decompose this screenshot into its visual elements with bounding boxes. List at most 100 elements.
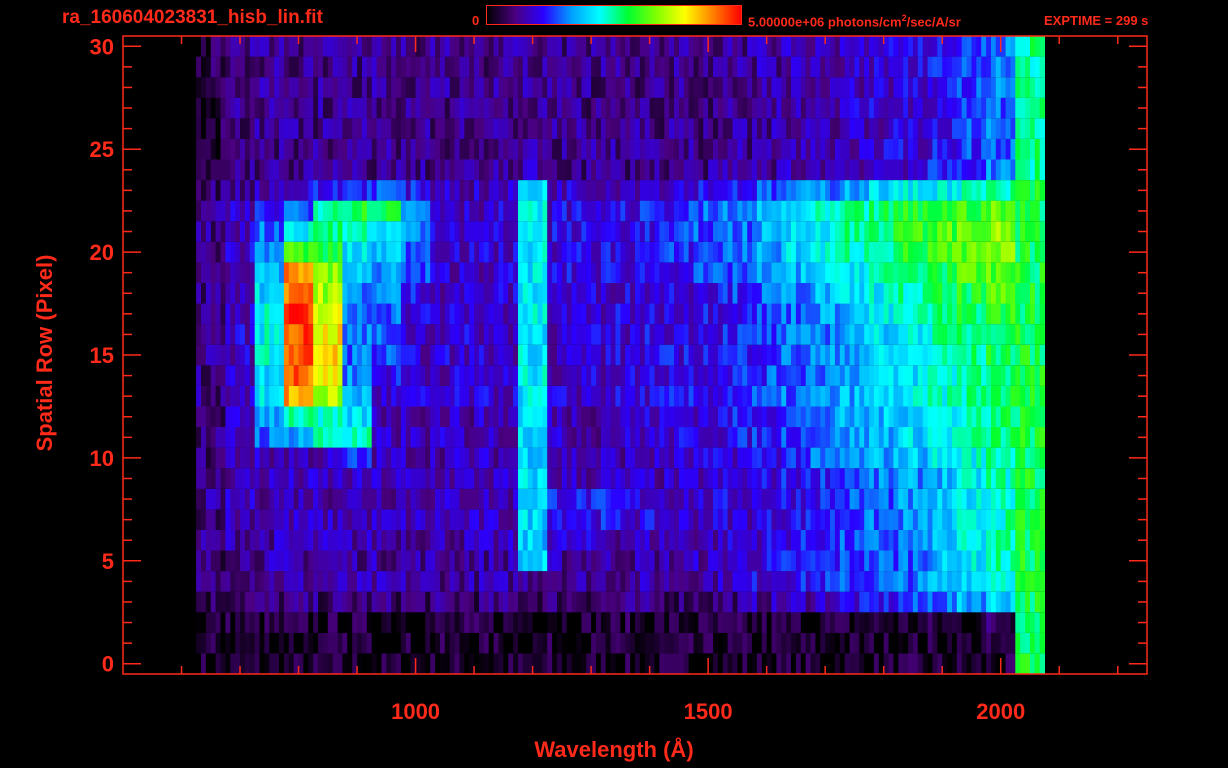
heatmap-cell [493, 180, 499, 201]
heatmap-cell [683, 97, 690, 119]
heatmap-cell [830, 509, 836, 530]
heatmap-cell [230, 571, 236, 592]
heatmap-cell [908, 241, 914, 263]
heatmap-cell [415, 529, 421, 551]
heatmap-cell [849, 221, 855, 242]
heatmap-cell [201, 385, 207, 407]
heatmap-cell [932, 406, 938, 428]
heatmap-cell [800, 324, 807, 345]
heatmap-cell [844, 385, 850, 407]
heatmap-cell [830, 488, 836, 510]
heatmap-cell [430, 180, 436, 201]
heatmap-cell [581, 97, 587, 119]
heatmap-cell [742, 612, 748, 633]
heatmap-cell [678, 447, 685, 469]
heatmap-cell [215, 571, 221, 592]
heatmap-cell [561, 612, 568, 633]
heatmap-cell [834, 262, 841, 283]
heatmap-cell [820, 488, 826, 510]
heatmap-cell [532, 612, 538, 633]
heatmap-cell [435, 468, 441, 489]
heatmap-cell [342, 385, 348, 407]
heatmap-cell [791, 241, 797, 263]
heatmap-cell [396, 324, 402, 345]
heatmap-cell [249, 509, 256, 530]
heatmap-cell [927, 406, 933, 428]
heatmap-cell [269, 344, 275, 366]
heatmap-cell [649, 200, 655, 222]
heatmap-cell [674, 365, 680, 386]
heatmap-cell [342, 427, 348, 448]
heatmap-cell [917, 385, 924, 407]
heatmap-cell [240, 385, 246, 407]
heatmap-cell [201, 200, 207, 222]
heatmap-cell [952, 138, 958, 160]
heatmap-cell [420, 180, 426, 201]
heatmap-cell [415, 612, 421, 633]
heatmap-cell [474, 118, 480, 139]
heatmap-cell [552, 365, 558, 386]
heatmap-cell [376, 427, 382, 448]
heatmap-cell [537, 550, 543, 572]
heatmap-cell [196, 488, 202, 510]
colorbar-min-label: 0 [472, 13, 480, 28]
heatmap-cell [708, 365, 714, 386]
heatmap-cell [800, 529, 807, 551]
heatmap-cell [400, 283, 407, 304]
heatmap-cell [503, 324, 509, 345]
heatmap-cell [912, 612, 919, 633]
heatmap-cell [713, 159, 719, 181]
heatmap-cell [230, 447, 236, 469]
heatmap-cell [425, 571, 431, 592]
heatmap-cell [561, 571, 568, 592]
heatmap-cell [873, 344, 880, 366]
heatmap-cell [225, 283, 231, 304]
heatmap-cell [927, 612, 933, 633]
heatmap-cell [761, 221, 768, 242]
heatmap-cell [420, 159, 426, 181]
heatmap-cell [971, 262, 977, 283]
heatmap-cell [493, 612, 499, 633]
heatmap-cell [883, 365, 889, 386]
heatmap-cell [908, 200, 914, 222]
heatmap-cell [542, 138, 548, 160]
heatmap-cell [342, 324, 348, 345]
heatmap-cell [493, 221, 499, 242]
heatmap-cell [318, 200, 324, 222]
heatmap-cell [469, 427, 475, 448]
heatmap-cell [947, 529, 953, 551]
heatmap-cell [600, 447, 607, 469]
heatmap-cell [732, 344, 738, 366]
heatmap-cell [322, 468, 329, 489]
heatmap-cell [561, 406, 568, 428]
heatmap-cell [376, 221, 382, 242]
heatmap-cell [205, 529, 212, 551]
heatmap-cell [396, 221, 402, 242]
heatmap-cell [410, 262, 416, 283]
heatmap-cell [956, 632, 963, 654]
heatmap-cell [761, 97, 768, 119]
heatmap-cell [776, 262, 782, 283]
heatmap-cell [756, 97, 763, 119]
heatmap-cell [873, 550, 880, 572]
heatmap-cell [371, 406, 377, 428]
heatmap-cell [742, 118, 748, 139]
heatmap-cell [630, 447, 636, 469]
heatmap-cell [742, 427, 748, 448]
heatmap-cell [893, 180, 899, 201]
heatmap-cell [756, 180, 763, 201]
heatmap-cell [435, 571, 441, 592]
heatmap-cell [732, 591, 738, 613]
heatmap-cell [883, 509, 889, 530]
heatmap-cell [717, 509, 724, 530]
heatmap-cell [815, 200, 821, 222]
heatmap-cell [532, 303, 538, 325]
heatmap-cell [976, 447, 982, 469]
heatmap-cell [644, 571, 651, 592]
heatmap-cell [752, 488, 758, 510]
heatmap-cell [810, 632, 816, 654]
heatmap-cell [917, 97, 924, 119]
heatmap-cell [986, 200, 992, 222]
heatmap-cell [313, 591, 319, 613]
heatmap-cell [639, 97, 646, 119]
